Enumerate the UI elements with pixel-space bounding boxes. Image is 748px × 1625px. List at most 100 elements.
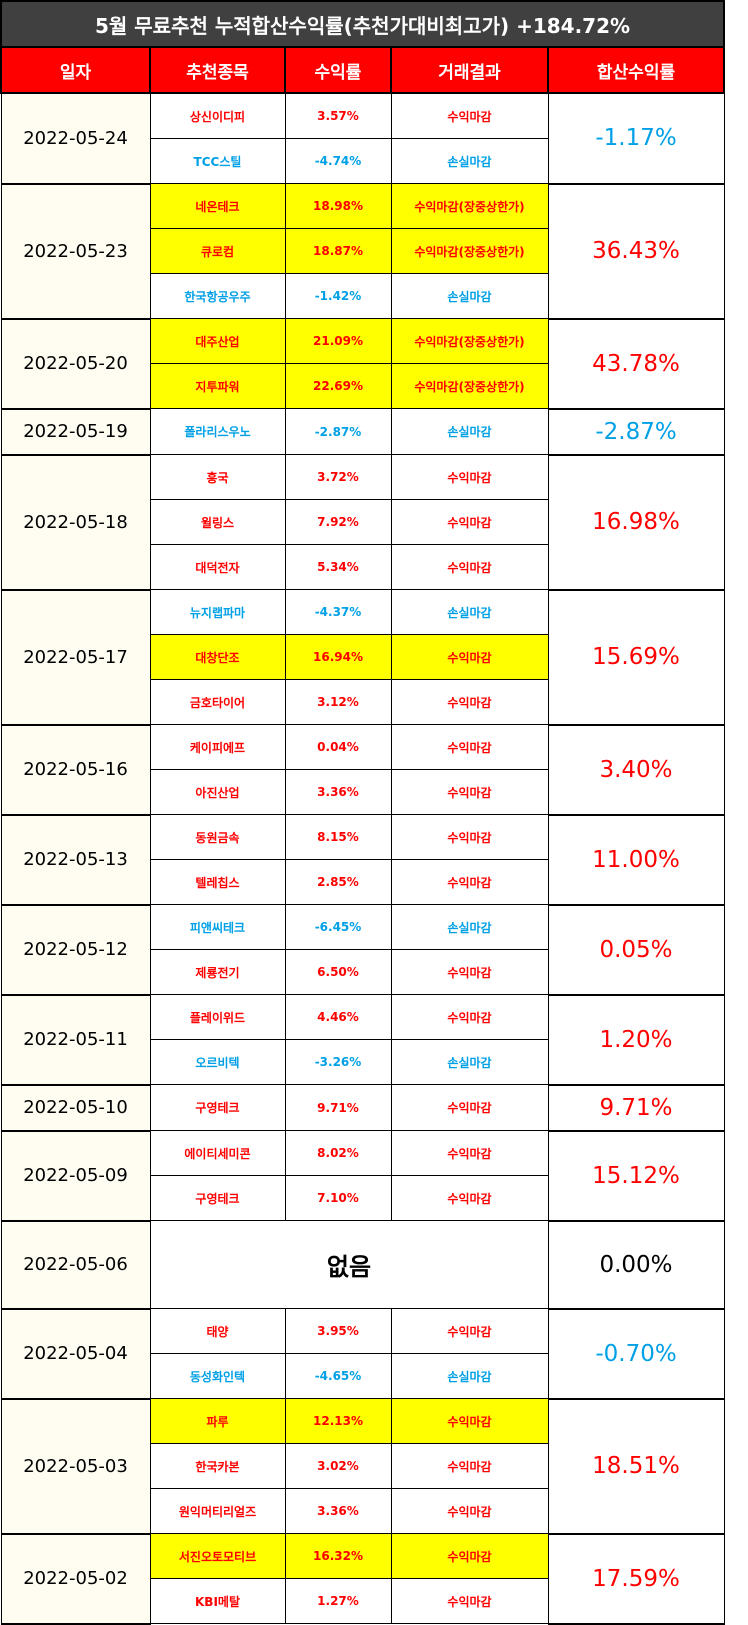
- cumulative-return-cell: 9.71%: [547, 1083, 725, 1132]
- return-cell: 16.32%: [284, 1533, 392, 1579]
- trade-result-cell: 수익마감: [390, 994, 549, 1040]
- table-row: TCC스틸 -4.74% 손실마감: [1, 138, 724, 184]
- stock-name-cell: 한국항공우주: [149, 273, 286, 319]
- stock-name-cell: 한국카본: [149, 1443, 286, 1489]
- return-cell: 3.95%: [284, 1308, 392, 1354]
- trade-result-cell: 수익마감: [390, 1398, 549, 1444]
- stock-name-cell: 동성화인텍: [149, 1353, 286, 1399]
- stock-name-cell: TCC스틸: [149, 138, 286, 184]
- return-cell: 3.02%: [284, 1443, 392, 1489]
- table-row: 2022-05-17 뉴지랩파마 -4.37% 손실마감 15.69%: [0, 588, 725, 726]
- trade-result-cell: 수익마감: [390, 679, 549, 725]
- trade-result-cell: 수익마감: [390, 1488, 549, 1534]
- table-row: KBI메탈 1.27% 수익마감: [1, 1578, 724, 1624]
- table-row: 원익머티리얼즈 3.36% 수익마감: [1, 1488, 724, 1534]
- trade-result-cell: 손실마감: [390, 408, 549, 455]
- stock-name-cell: 윌링스: [149, 499, 286, 545]
- trade-result-cell: 수익마감: [390, 544, 549, 590]
- stock-name-cell: 케이피에프: [149, 724, 286, 770]
- cumulative-return-cell: -0.70%: [547, 1307, 725, 1400]
- stock-name-cell: 구영테크: [149, 1084, 286, 1131]
- stock-name-cell: KBI메탈: [149, 1578, 286, 1624]
- date-cell: 2022-05-11: [0, 993, 151, 1086]
- table-row: 2022-05-02 서진오토모티브 16.32% 수익마감 17.59%: [0, 1532, 725, 1625]
- trade-result-cell: 수익마감: [390, 1084, 549, 1131]
- table-row: 금호타이어 3.12% 수익마감: [1, 679, 724, 725]
- return-cell: -2.87%: [284, 408, 392, 455]
- no-recommendation-cell: 없음: [149, 1220, 549, 1309]
- cumulative-return-cell: 16.98%: [547, 453, 725, 591]
- header-stock: 추천종목: [149, 46, 286, 94]
- header-row: 일자 추천종목 수익률 거래결과 합산수익률: [0, 46, 726, 94]
- trade-result-cell: 수익마감(장중상한가): [390, 228, 549, 274]
- trade-result-cell: 수익마감: [390, 769, 549, 815]
- stock-name-cell: 제룡전기: [149, 949, 286, 995]
- table-row: 제룡전기 6.50% 수익마감: [1, 949, 724, 995]
- table-row: 2022-05-16 케이피에프 0.04% 수익마감 3.40%: [0, 723, 725, 816]
- stock-name-cell: 상신이디피: [149, 92, 286, 139]
- stock-name-cell: 대덕전자: [149, 544, 286, 590]
- return-cell: 3.57%: [284, 92, 392, 139]
- stock-name-cell: 아진산업: [149, 769, 286, 815]
- date-cell: 2022-05-16: [0, 723, 151, 816]
- date-cell: 2022-05-09: [0, 1129, 151, 1222]
- trade-result-cell: 손실마감: [390, 904, 549, 950]
- return-cell: 7.10%: [284, 1175, 392, 1221]
- trade-result-cell: 손실마감: [390, 589, 549, 635]
- table-row: 2022-05-10 구영테크 9.71% 수익마감 9.71%: [0, 1083, 725, 1132]
- return-cell: 3.36%: [284, 769, 392, 815]
- table-row: 큐로컴 18.87% 수익마감(장중상한가): [1, 228, 724, 274]
- date-cell: 2022-05-12: [0, 903, 151, 996]
- stock-name-cell: 지투파워: [149, 363, 286, 409]
- table-row: 2022-05-12 피앤씨테크 -6.45% 손실마감 0.05%: [0, 903, 725, 996]
- stock-name-cell: 원익머티리얼즈: [149, 1488, 286, 1534]
- table-row: 2022-05-19 폴라리스우노 -2.87% 손실마감 -2.87%: [0, 407, 725, 456]
- trade-result-cell: 수익마감: [390, 859, 549, 905]
- cumulative-return-cell: -2.87%: [547, 407, 725, 456]
- stock-name-cell: 금호타이어: [149, 679, 286, 725]
- return-cell: -4.37%: [284, 589, 392, 635]
- return-cell: 9.71%: [284, 1084, 392, 1131]
- stock-name-cell: 태양: [149, 1308, 286, 1354]
- return-cell: 18.98%: [284, 183, 392, 229]
- trade-result-cell: 손실마감: [390, 1039, 549, 1085]
- header-cumulative: 합산수익률: [546, 46, 726, 94]
- stock-name-cell: 폴라리스우노: [149, 408, 286, 455]
- table-row: 2022-05-06 없음 0.00%: [0, 1219, 725, 1310]
- stock-name-cell: 서진오토모티브: [149, 1533, 286, 1579]
- cumulative-return-cell: 0.00%: [547, 1219, 725, 1310]
- trade-result-cell: 수익마감: [390, 454, 549, 500]
- stock-name-cell: 오르비텍: [149, 1039, 286, 1085]
- return-cell: 18.87%: [284, 228, 392, 274]
- table-row: 대덕전자 5.34% 수익마감: [1, 544, 724, 590]
- table-row: 구영테크 7.10% 수익마감: [1, 1175, 724, 1221]
- stock-name-cell: 대주산업: [149, 318, 286, 364]
- return-cell: 0.04%: [284, 724, 392, 770]
- trade-result-cell: 수익마감: [390, 1578, 549, 1624]
- table-row: 2022-05-09 에이티세미콘 8.02% 수익마감 15.12%: [0, 1129, 725, 1222]
- table-row: 2022-05-11 플레이위드 4.46% 수익마감 1.20%: [0, 993, 725, 1086]
- table-row: 2022-05-24 상신이디피 3.57% 수익마감 -1.17%: [0, 92, 725, 185]
- trade-result-cell: 수익마감: [390, 949, 549, 995]
- title-row: 5월 무료추천 누적합산수익률(추천가대비최고가) +184.72%: [0, 0, 726, 48]
- stock-name-cell: 동원금속: [149, 814, 286, 860]
- return-cell: 3.36%: [284, 1488, 392, 1534]
- return-cell: 22.69%: [284, 363, 392, 409]
- date-cell: 2022-05-24: [0, 92, 151, 185]
- trade-result-cell: 수익마감: [390, 499, 549, 545]
- table-row: 텔레칩스 2.85% 수익마감: [1, 859, 724, 905]
- return-cell: 8.15%: [284, 814, 392, 860]
- stock-name-cell: 구영테크: [149, 1175, 286, 1221]
- trade-result-cell: 수익마감: [390, 1130, 549, 1176]
- returns-table: 5월 무료추천 누적합산수익률(추천가대비최고가) +184.72% 일자 추천…: [0, 0, 726, 1625]
- return-cell: 1.27%: [284, 1578, 392, 1624]
- return-cell: 6.50%: [284, 949, 392, 995]
- return-cell: 3.72%: [284, 454, 392, 500]
- table-row: 2022-05-13 동원금속 8.15% 수익마감 11.00%: [0, 813, 725, 906]
- return-cell: -4.74%: [284, 138, 392, 184]
- table-row: 지투파워 22.69% 수익마감(장중상한가): [1, 363, 724, 409]
- return-cell: 2.85%: [284, 859, 392, 905]
- cumulative-return-cell: 15.12%: [547, 1129, 725, 1222]
- table-row: 윌링스 7.92% 수익마감: [1, 499, 724, 545]
- header-date: 일자: [0, 46, 151, 94]
